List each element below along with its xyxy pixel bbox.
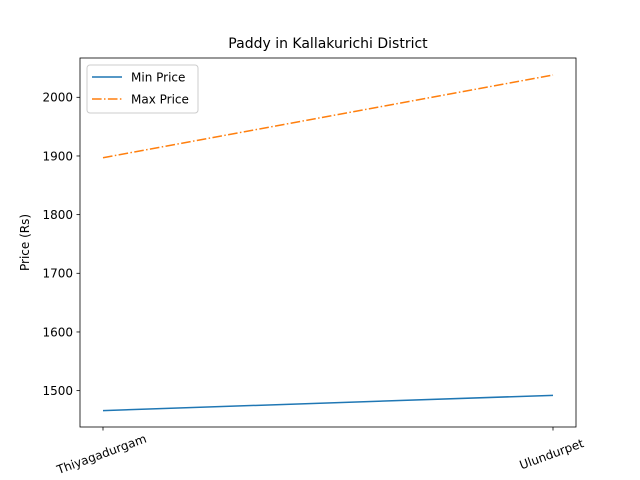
y-tick-label: 1800: [42, 208, 73, 222]
y-axis-ticks: 1500 1600 1700 1800 1900 2000: [42, 91, 80, 398]
series-lines: [102, 74, 554, 412]
legend-label-min-price: Min Price: [131, 71, 185, 85]
legend-label-max-price: Max Price: [131, 93, 189, 107]
plot-frame: [79, 57, 577, 428]
y-tick-label: 2000: [42, 91, 73, 105]
y-tick-label: 1600: [42, 325, 73, 339]
y-tick-label: 1900: [42, 149, 73, 163]
series-line-min-price: [102, 394, 554, 412]
y-axis-label: Price (Rs): [18, 214, 32, 271]
chart-title: Paddy in Kallakurichi District: [228, 36, 428, 52]
legend: Min Price Max Price: [86, 64, 199, 114]
y-tick-label: 1700: [42, 267, 73, 281]
series-line-max-price: [102, 74, 554, 159]
plot-area: [80, 58, 576, 427]
y-tick-label: 1500: [42, 384, 73, 398]
